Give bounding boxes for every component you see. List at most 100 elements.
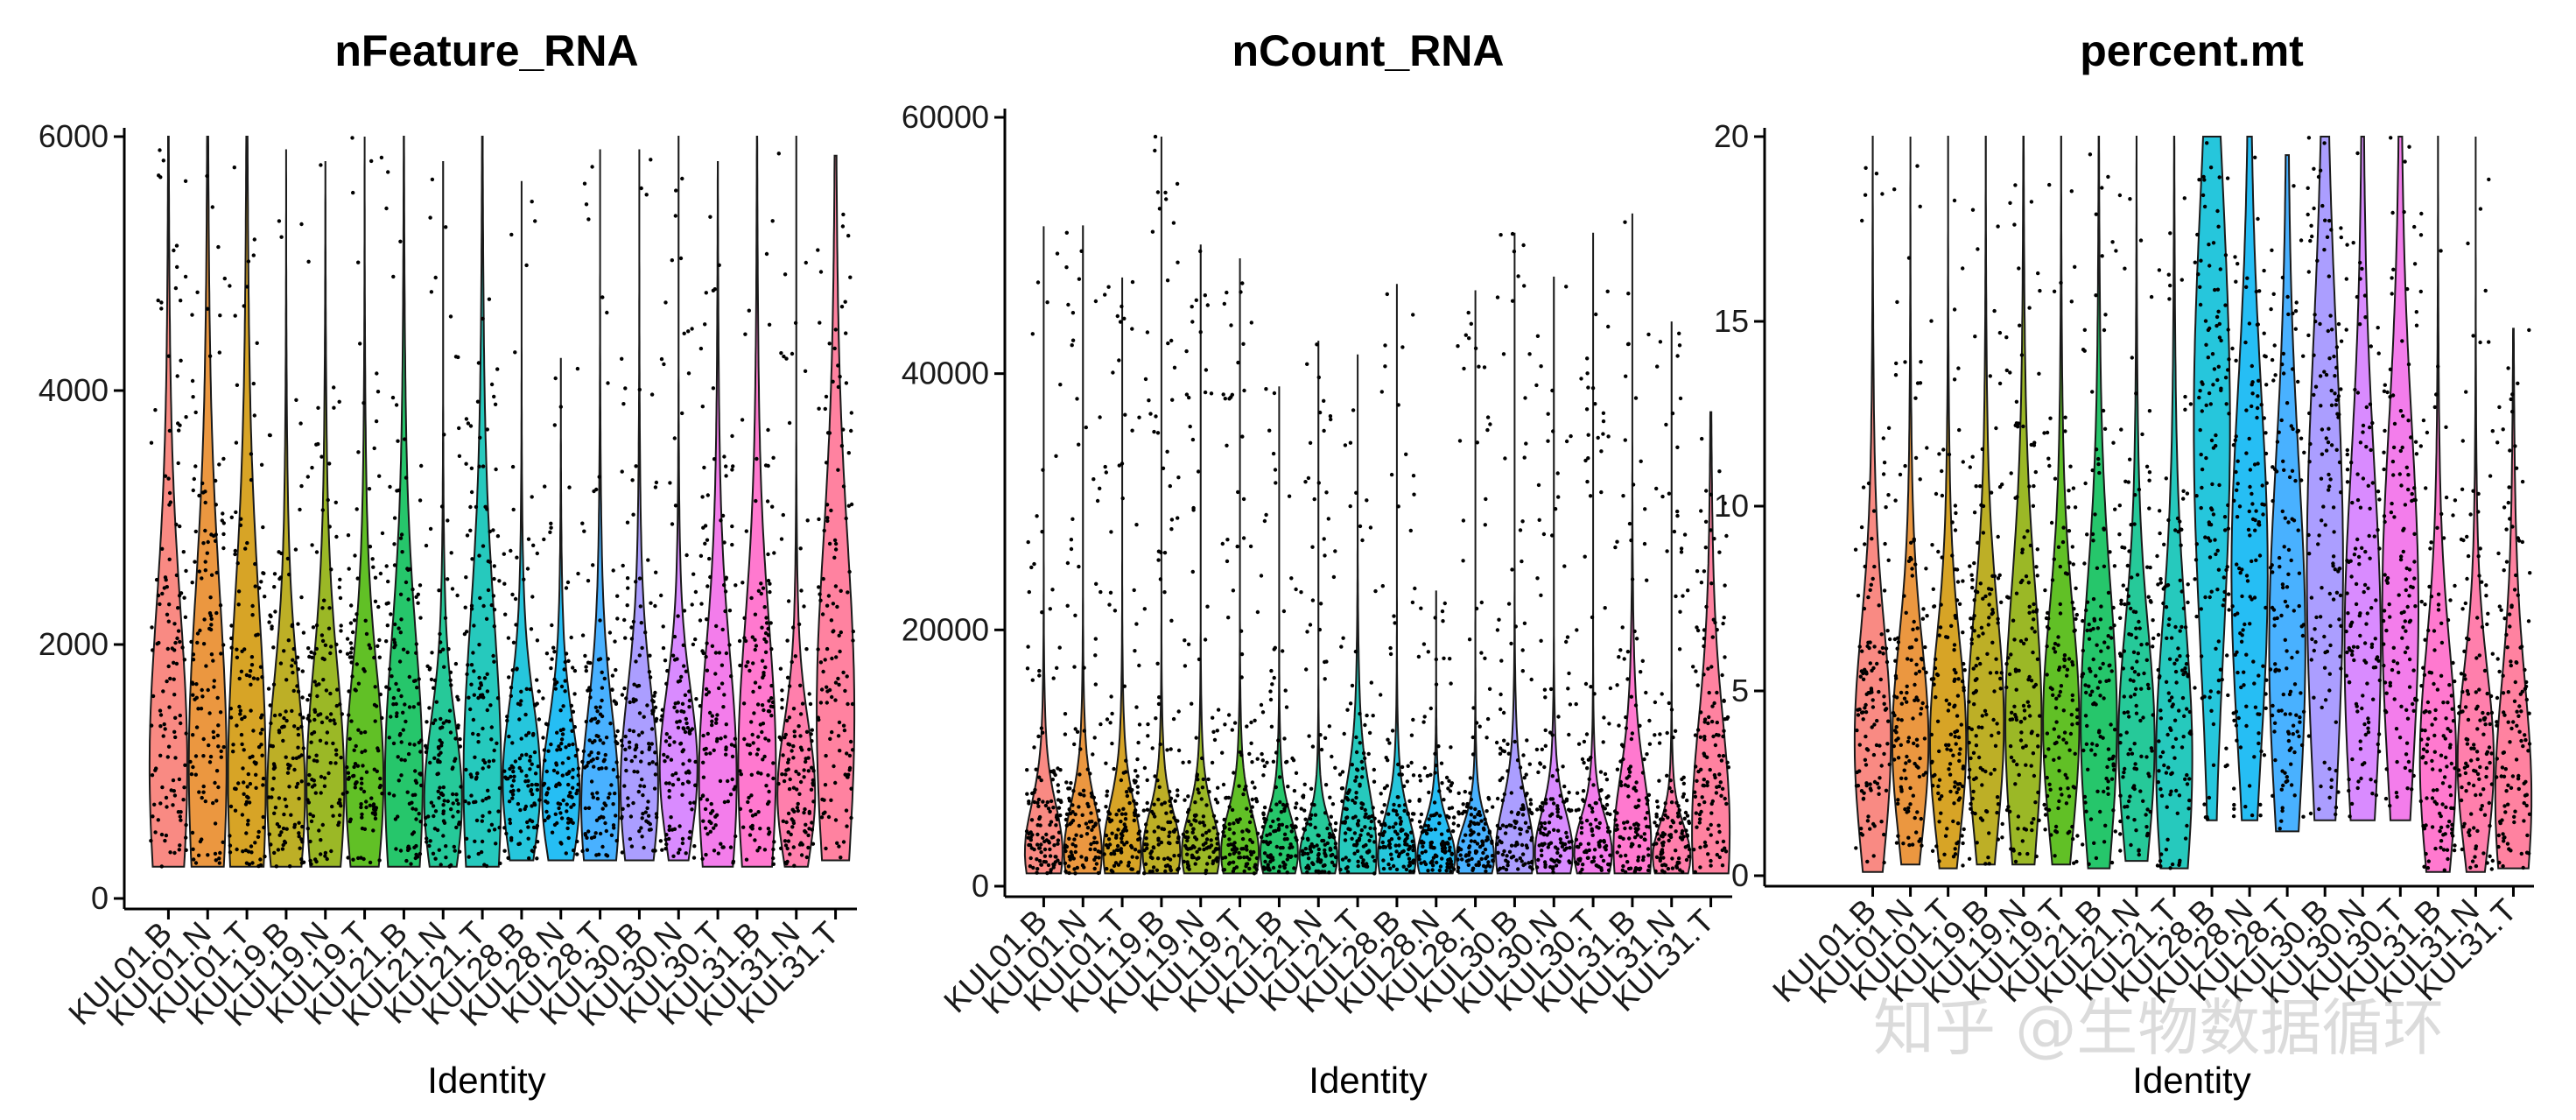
violin-KUL01.B (1023, 226, 1063, 875)
points-KUL01.N (1063, 230, 1103, 876)
points-KUL30.T (2381, 136, 2419, 808)
x-axis-title: Identity (2132, 1060, 2250, 1101)
y-tick-label: 5 (1731, 673, 1749, 708)
violin-KUL21.N (2117, 136, 2156, 863)
points-KUL19.T (345, 136, 385, 865)
violin-KUL31.B (1612, 213, 1653, 875)
points-KUL30.B (619, 158, 659, 855)
violin-KUL28.B (2193, 136, 2231, 821)
points-KUL28.N (2230, 155, 2269, 819)
points-KUL28.T (580, 165, 620, 858)
y-tick-label: 0 (1731, 857, 1749, 893)
violin-KUL30.B (1494, 232, 1534, 875)
violin-KUL28.T (580, 149, 621, 862)
points-KUL30.B (2306, 136, 2344, 817)
points-KUL31.N (1652, 331, 1692, 875)
points-KUL21.T (462, 297, 502, 869)
points-KUL21.N (1299, 342, 1338, 875)
violin-KUL19.B (1141, 137, 1182, 875)
points-KUL19.N (2004, 183, 2042, 864)
violin-KUL30.T (1573, 232, 1613, 875)
points-KUL19.B (1967, 208, 2004, 866)
points-KUL19.T (1220, 281, 1260, 876)
violin-KUL28.N (541, 357, 581, 862)
x-axis-title: Identity (1309, 1060, 1427, 1101)
x-axis-title: Identity (427, 1060, 545, 1101)
violin-KUL01.B (1853, 136, 1892, 873)
points-KUL21.T (1337, 408, 1378, 876)
panel-ncount-rna: nCount_RNA 0200004000060000KUL01.BKUL01.… (902, 26, 1732, 1101)
violin-KUL30.B (619, 149, 659, 862)
violin-KUL28.N (1416, 590, 1456, 875)
points-KUL30.T (698, 215, 738, 865)
points-KUL21.B (2080, 152, 2118, 866)
panel-title: nFeature_RNA (334, 26, 638, 75)
points-KUL19.N (305, 163, 346, 866)
points-KUL01.B (149, 148, 188, 869)
violin-KUL01.T (1102, 277, 1142, 875)
panel-marks: 0200040006000KUL01.BKUL01.NKUL01.TKUL19.… (39, 118, 857, 1033)
violin-KUL28.N (2230, 136, 2269, 821)
points-KUL21.N (2117, 193, 2156, 857)
violin-KUL01.N (1063, 225, 1103, 875)
points-KUL31.B (2418, 211, 2458, 872)
violin-KUL28.T (1456, 290, 1496, 875)
points-KUL31.N (776, 151, 816, 868)
violin-KUL21.T (1337, 354, 1378, 875)
points-KUL19.T (2042, 182, 2080, 865)
points-KUL19.N (1181, 249, 1221, 876)
violin-KUL21.N (1298, 341, 1338, 875)
points-KUL21.N (423, 177, 463, 869)
points-KUL21.B (1259, 387, 1299, 875)
points-KUL30.T (1574, 289, 1613, 875)
violin-KUL30.N (1534, 276, 1574, 875)
violin-KUL28.T (2268, 154, 2306, 833)
points-KUL31.T (2495, 328, 2532, 870)
violin-KUL31.T (1691, 411, 1731, 875)
y-tick-label: 60000 (902, 99, 989, 135)
panel-marks: 05101520KUL01.BKUL01.NKUL01.TKUL19.BKUL1… (1714, 118, 2534, 1011)
points-KUL28.B (1377, 292, 1417, 874)
points-KUL31.B (1612, 220, 1653, 874)
points-KUL28.N (541, 366, 581, 856)
points-KUL01.T (1929, 198, 1967, 868)
points-KUL31.T (1691, 436, 1731, 874)
points-KUL21.T (2155, 196, 2193, 870)
violin-KUL01.T (1928, 136, 1968, 870)
violin-KUL30.B (2306, 136, 2344, 821)
points-KUL21.B (384, 170, 424, 866)
violin-KUL01.N (1891, 137, 1930, 866)
violin-KUL30.N (658, 136, 698, 862)
points-KUL01.T (228, 166, 267, 869)
violin-KUL28.B (1377, 284, 1417, 875)
points-KUL01.T (1102, 279, 1142, 875)
violin-KUL19.T (345, 137, 385, 868)
violin-KUL19.B (266, 149, 306, 868)
violin-KUL21.T (2155, 136, 2193, 870)
y-tick-label: 20 (1714, 118, 1749, 154)
points-KUL28.T (2268, 184, 2306, 831)
points-KUL01.N (1891, 164, 1929, 848)
violin-KUL19.N (1181, 244, 1221, 875)
violin-KUL31.N (1652, 321, 1692, 875)
violin-KUL21.N (423, 161, 463, 868)
violin-KUL21.B (1259, 386, 1299, 875)
points-KUL31.N (2456, 177, 2495, 871)
violin-KUL31.N (2456, 137, 2495, 873)
violin-KUL30.T (2381, 136, 2419, 821)
y-tick-label: 10 (1714, 488, 1749, 524)
points-KUL31.T (816, 212, 855, 860)
panel-nfeature-rna: nFeature_RNA 0200040006000KUL01.BKUL01.N… (39, 26, 857, 1101)
points-KUL01.N (188, 173, 227, 865)
points-KUL28.B (502, 200, 542, 861)
violin-KUL31.T (2494, 328, 2533, 870)
violin-KUL19.N (2004, 136, 2043, 866)
y-tick-label: 0 (972, 868, 989, 904)
y-tick-label: 2000 (39, 626, 109, 662)
panel-percent-mt: percent.mt 05101520KUL01.BKUL01.NKUL01.T… (1714, 26, 2534, 1101)
y-tick-label: 6000 (39, 118, 109, 154)
points-KUL19.B (1141, 134, 1182, 876)
y-tick-label: 20000 (902, 611, 989, 647)
points-KUL28.B (2193, 141, 2231, 821)
points-KUL30.N (658, 176, 698, 860)
